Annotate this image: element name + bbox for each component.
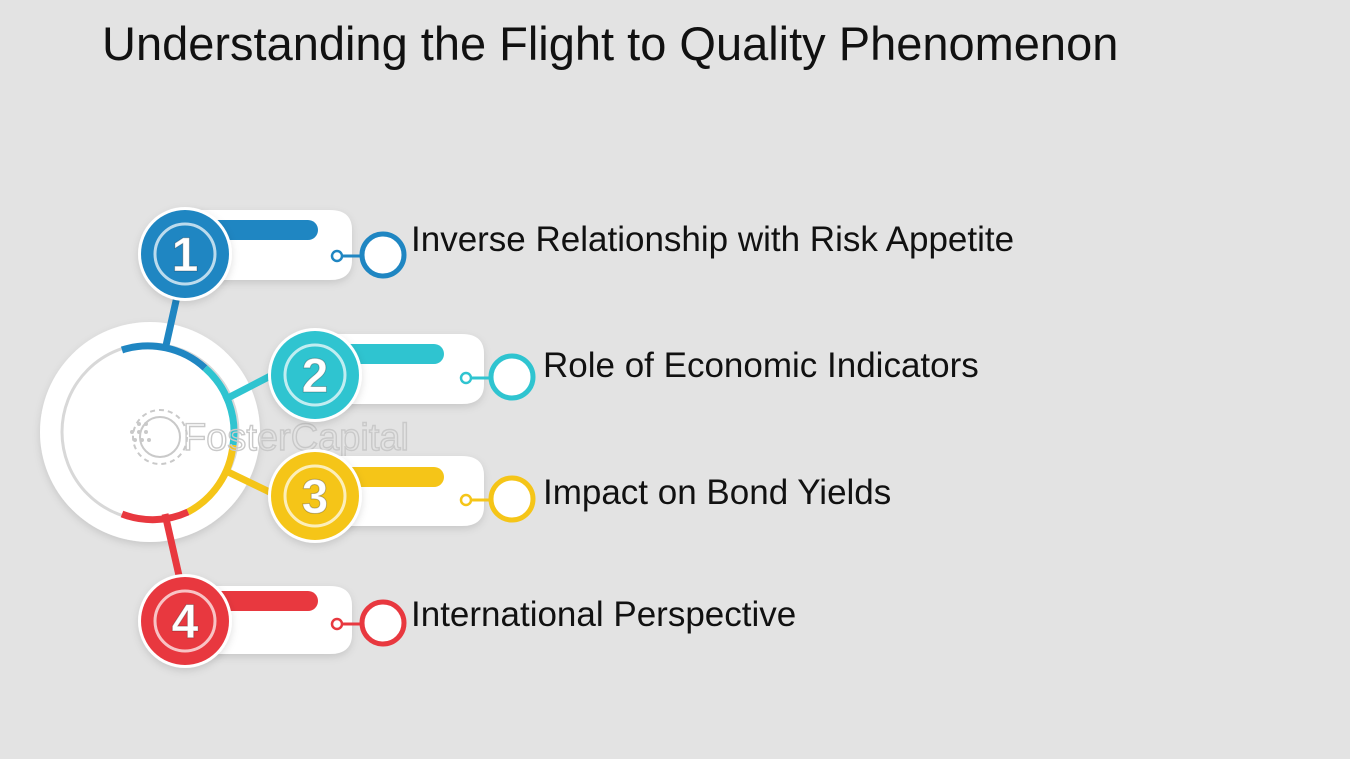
- step-label-2: Role of Economic Indicators: [543, 346, 979, 385]
- connector-4: [161, 513, 184, 581]
- connector-1: [161, 291, 182, 351]
- step-3: 3: [268, 449, 536, 543]
- page-title: Understanding the Flight to Quality Phen…: [102, 17, 1119, 70]
- step-2: 2: [268, 328, 536, 422]
- step-number-1: 1: [172, 229, 199, 282]
- step-number-4: 4: [172, 596, 199, 649]
- step-label-4: International Perspective: [411, 595, 797, 634]
- central-hub: [40, 322, 260, 542]
- step-number-2: 2: [302, 350, 329, 403]
- step-label-3: Impact on Bond Yields: [543, 473, 892, 512]
- watermark-logo: FosterCapital: [130, 409, 410, 465]
- step-1: 1: [138, 207, 407, 301]
- step-label-1: Inverse Relationship with Risk Appetite: [411, 220, 1015, 259]
- watermark-text: FosterCapital: [183, 417, 409, 459]
- step-number-3: 3: [302, 471, 329, 524]
- step-4: 4: [138, 574, 407, 668]
- gear-icon: [132, 409, 188, 465]
